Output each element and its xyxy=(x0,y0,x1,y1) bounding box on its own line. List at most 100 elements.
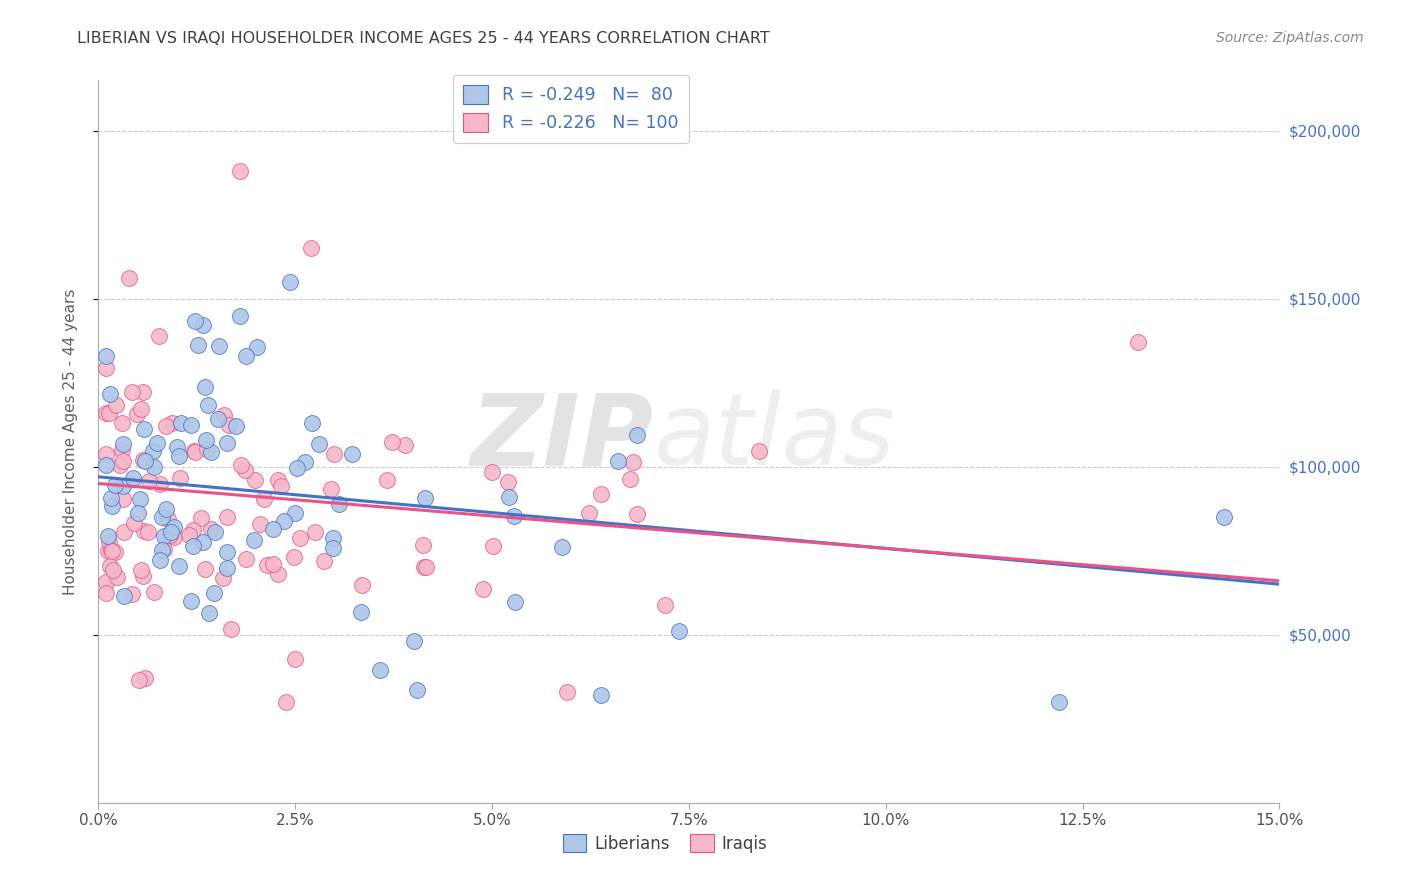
Point xyxy=(162,531,184,545)
Point xyxy=(626,428,648,442)
Point xyxy=(591,486,613,500)
Point xyxy=(159,527,181,541)
Point xyxy=(294,454,316,468)
Point xyxy=(96,361,118,376)
Point xyxy=(212,408,235,422)
Point xyxy=(180,594,202,608)
Point xyxy=(132,569,155,583)
Point xyxy=(105,570,128,584)
Y-axis label: Householder Income Ages 25 - 44 years: Householder Income Ages 25 - 44 years xyxy=(63,288,77,595)
Point xyxy=(152,509,174,524)
Point xyxy=(134,524,156,538)
Point xyxy=(273,514,295,528)
Point xyxy=(621,455,644,469)
Point xyxy=(191,535,214,549)
Point xyxy=(129,491,152,506)
Point xyxy=(589,688,612,702)
Point xyxy=(551,540,574,554)
Point xyxy=(143,460,166,475)
Point xyxy=(406,682,429,697)
Point xyxy=(96,406,118,420)
Point xyxy=(105,398,128,412)
Point xyxy=(197,398,219,412)
Point xyxy=(235,551,257,566)
Point xyxy=(104,478,127,492)
Point xyxy=(122,471,145,485)
Point xyxy=(253,492,276,507)
Point xyxy=(215,561,238,575)
Point xyxy=(111,443,134,458)
Point xyxy=(160,416,183,430)
Point xyxy=(101,563,124,577)
Text: atlas: atlas xyxy=(654,390,896,486)
Point xyxy=(308,436,330,450)
Point xyxy=(288,531,311,545)
Point xyxy=(143,584,166,599)
Point xyxy=(321,532,343,546)
Point xyxy=(112,479,135,493)
Point xyxy=(96,458,118,473)
Point xyxy=(619,472,641,486)
Point xyxy=(498,490,520,504)
Point xyxy=(152,529,174,543)
Point xyxy=(235,349,257,363)
Point xyxy=(121,587,143,601)
Text: LIBERIAN VS IRAQI HOUSEHOLDER INCOME AGES 25 - 44 YEARS CORRELATION CHART: LIBERIAN VS IRAQI HOUSEHOLDER INCOME AGE… xyxy=(77,31,770,46)
Point xyxy=(183,523,205,537)
Point xyxy=(149,553,172,567)
Point xyxy=(96,349,118,363)
Point xyxy=(177,528,200,542)
Point xyxy=(557,685,579,699)
Point xyxy=(402,634,425,648)
Point xyxy=(111,454,134,468)
Point xyxy=(146,436,169,450)
Point xyxy=(100,491,122,505)
Point xyxy=(267,473,290,487)
Point xyxy=(184,445,207,459)
Point xyxy=(170,416,193,430)
Point xyxy=(96,447,118,461)
Point xyxy=(190,510,212,524)
Point xyxy=(153,541,176,556)
Point xyxy=(321,483,343,497)
Point xyxy=(129,402,152,417)
Point xyxy=(166,440,188,454)
Point xyxy=(108,458,131,473)
Point xyxy=(200,522,222,536)
Point xyxy=(98,386,121,401)
Point xyxy=(101,544,124,558)
Point xyxy=(262,558,284,572)
Point xyxy=(208,339,231,353)
Point xyxy=(150,542,173,557)
Point xyxy=(278,275,301,289)
Point xyxy=(287,461,309,475)
Point xyxy=(412,539,434,553)
Point xyxy=(204,524,226,539)
Point xyxy=(380,434,402,449)
Point xyxy=(202,586,225,600)
Point xyxy=(187,338,209,352)
Point xyxy=(97,529,120,543)
Point xyxy=(482,539,505,553)
Point xyxy=(191,318,214,332)
Point xyxy=(149,476,172,491)
Point xyxy=(134,454,156,468)
Point xyxy=(1047,695,1070,709)
Point xyxy=(394,438,416,452)
Point xyxy=(352,578,374,592)
Point xyxy=(243,533,266,547)
Point xyxy=(98,559,121,574)
Point xyxy=(200,445,222,459)
Point xyxy=(654,598,676,612)
Point xyxy=(1213,510,1236,524)
Point xyxy=(218,418,240,433)
Point xyxy=(215,545,238,559)
Point xyxy=(138,474,160,488)
Point xyxy=(328,497,350,511)
Point xyxy=(121,385,143,400)
Point xyxy=(98,534,121,549)
Point xyxy=(127,407,149,421)
Point xyxy=(274,695,297,709)
Point xyxy=(267,567,290,582)
Point xyxy=(112,589,135,603)
